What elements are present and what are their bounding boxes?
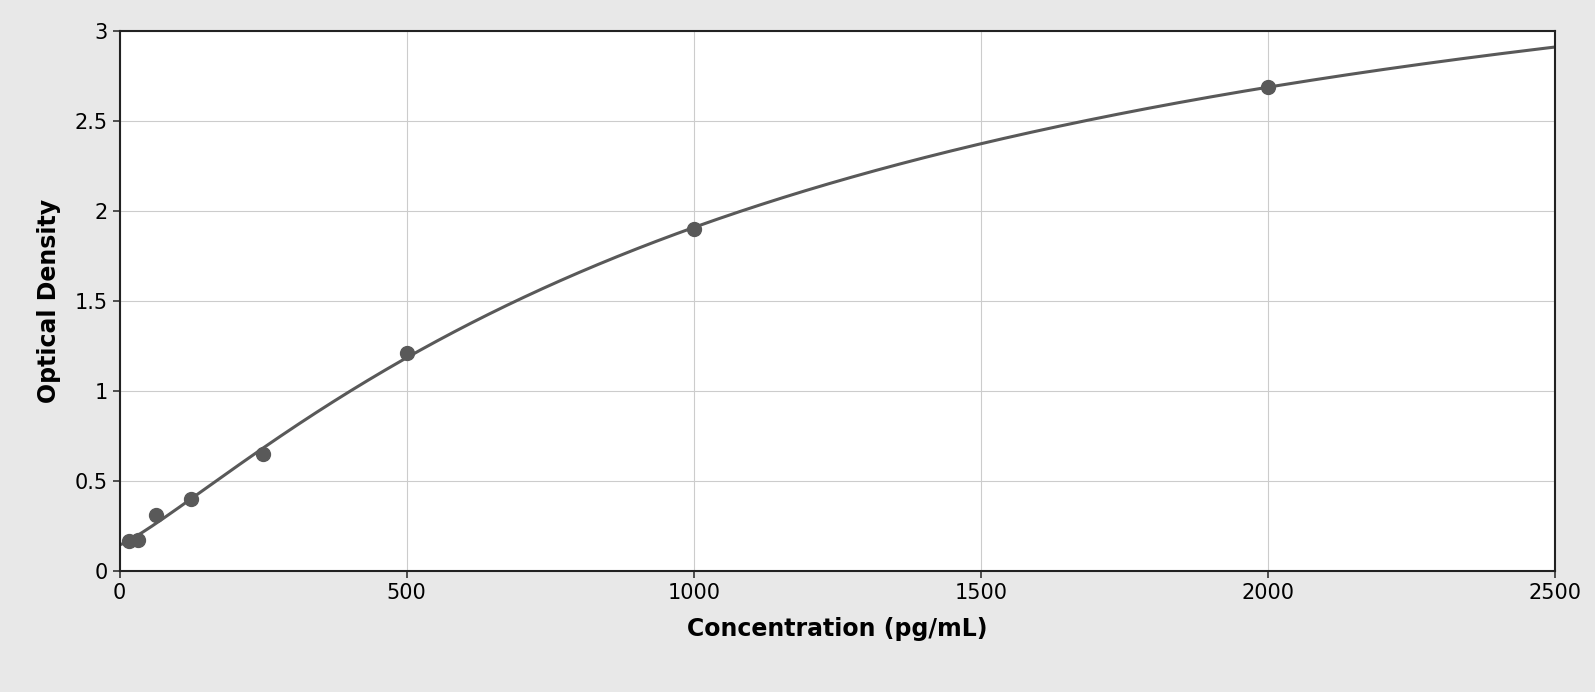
Point <box>116 536 142 547</box>
Point <box>144 509 169 520</box>
Point <box>179 493 204 504</box>
Point <box>250 448 276 459</box>
Y-axis label: Optical Density: Optical Density <box>37 199 61 403</box>
Point <box>394 347 419 358</box>
X-axis label: Concentration (pg/mL): Concentration (pg/mL) <box>687 617 987 641</box>
Point <box>124 535 150 546</box>
Point <box>1255 82 1281 93</box>
Point <box>681 224 707 235</box>
